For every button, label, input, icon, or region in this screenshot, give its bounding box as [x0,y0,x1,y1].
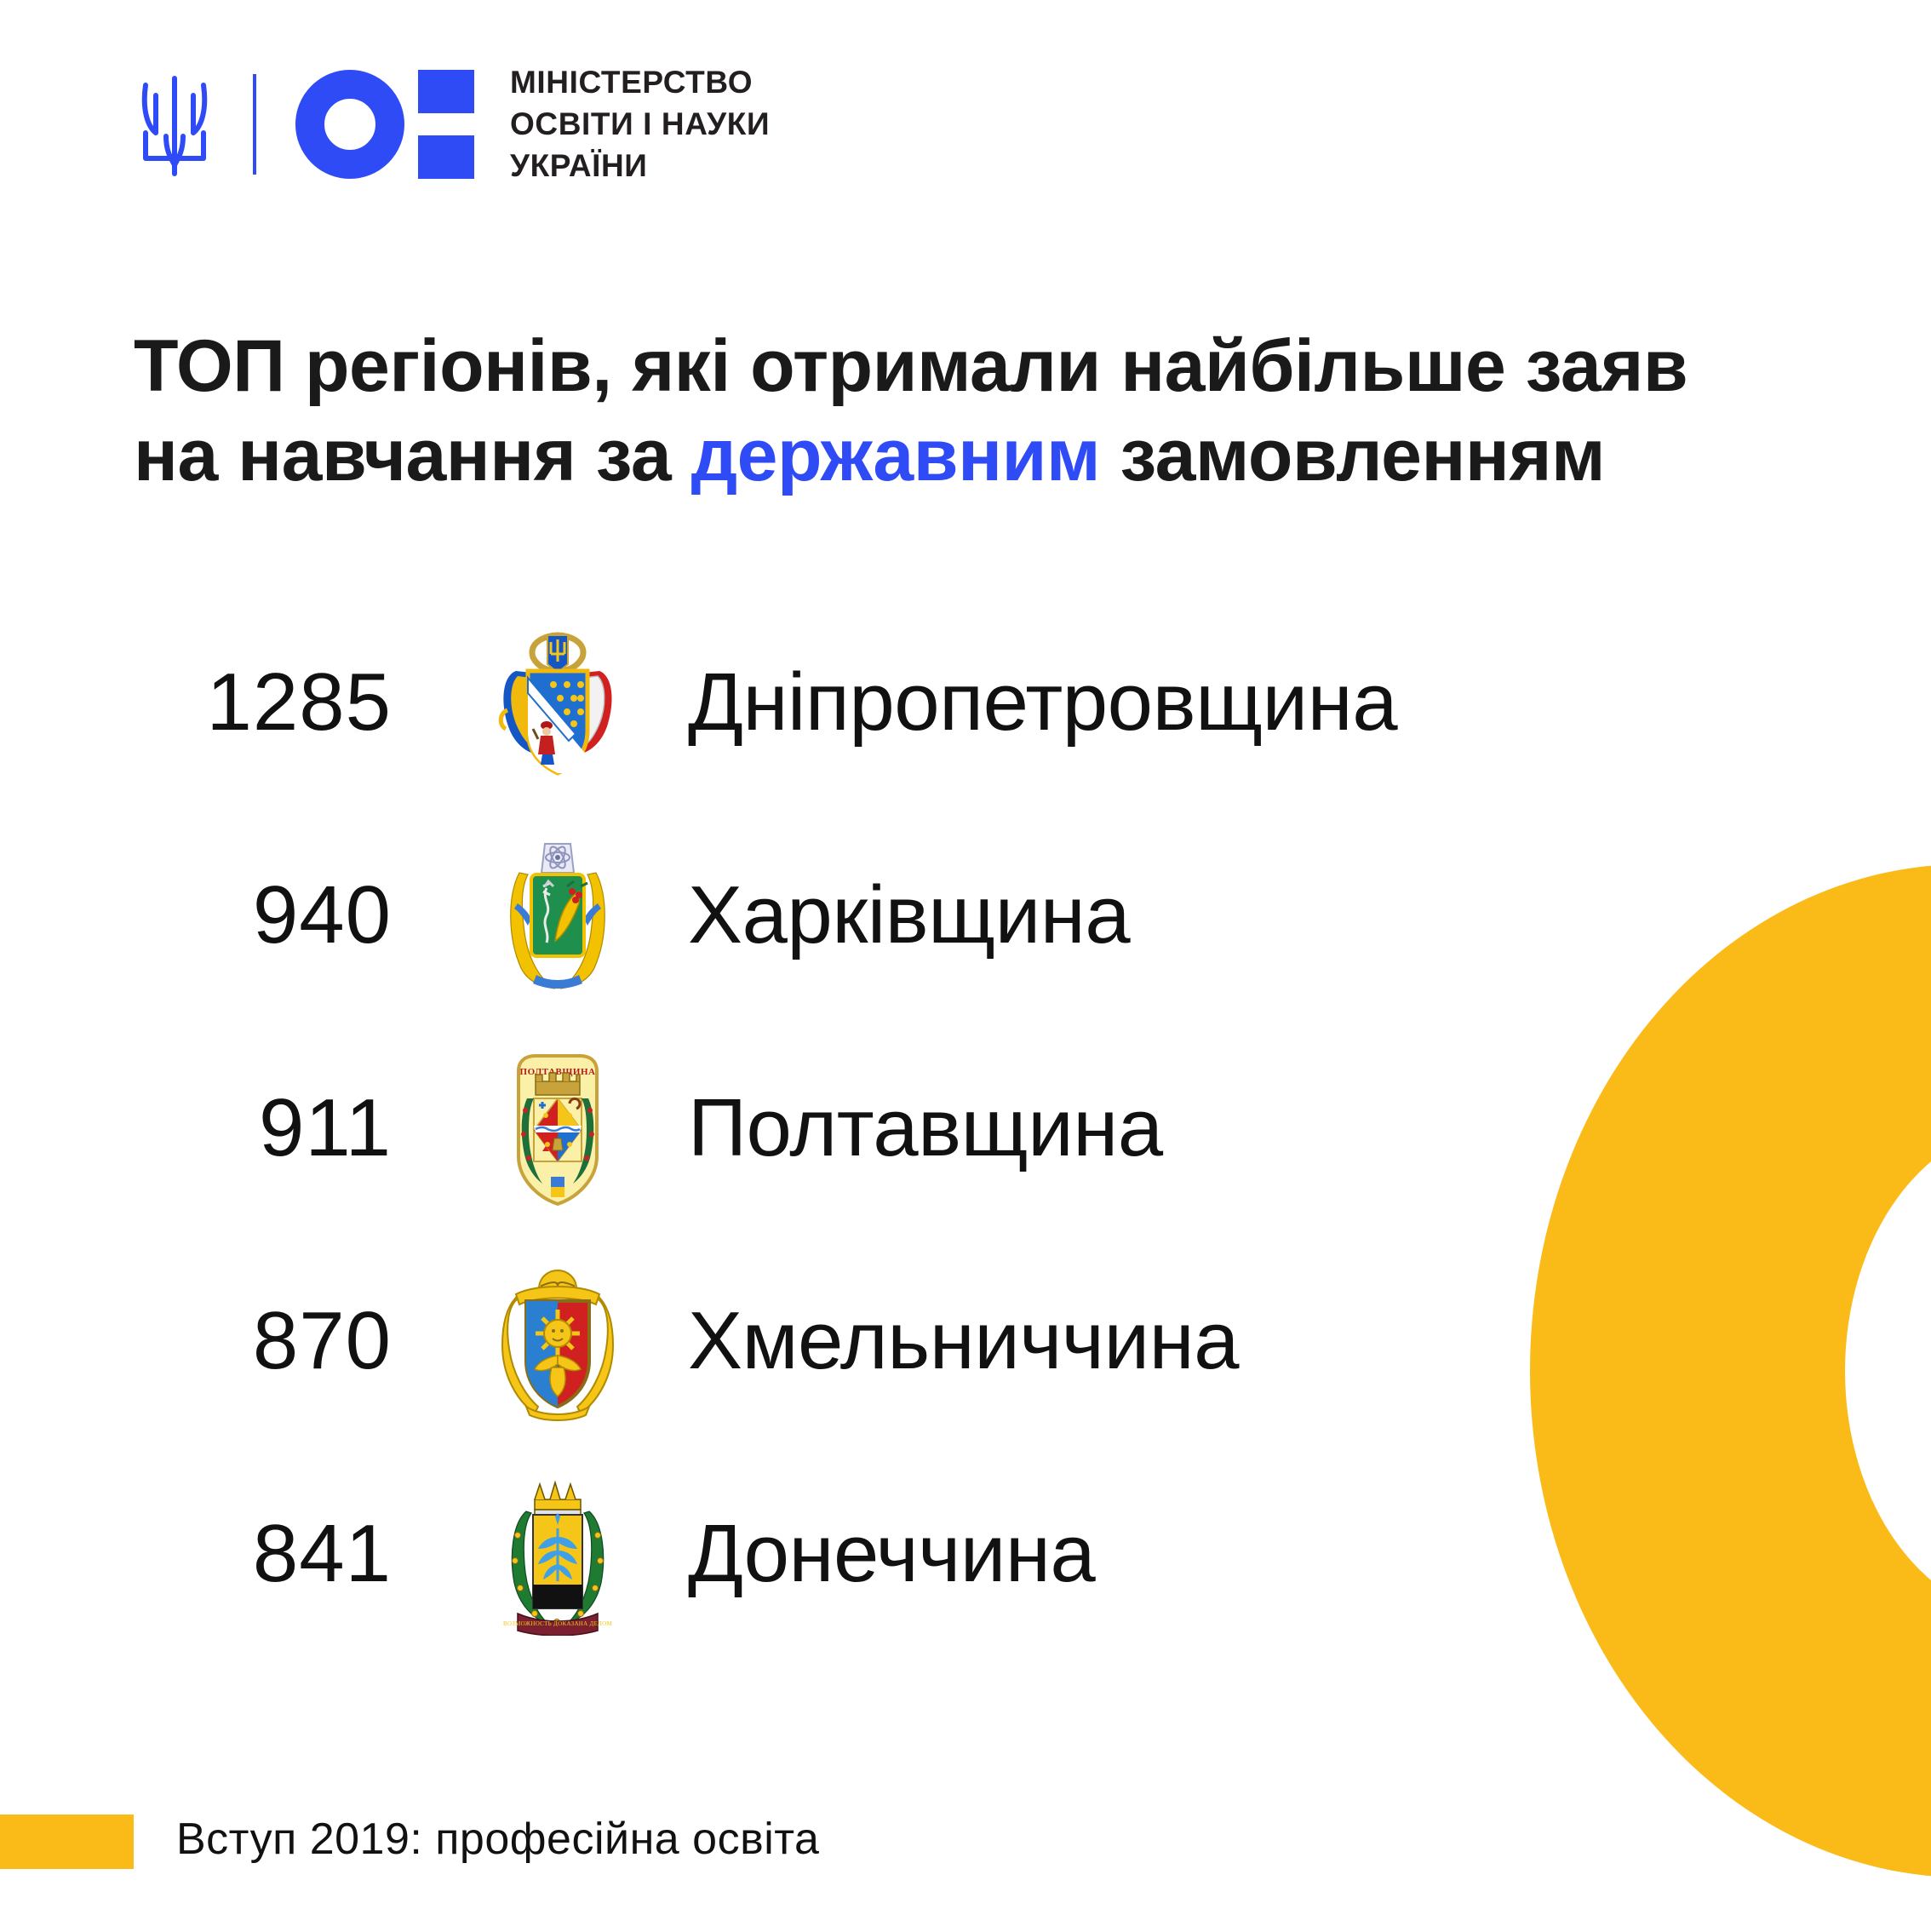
svg-text:ВОЗМОЖНОСТЬ ДОКАЗАНА ДЕЛОМ: ВОЗМОЖНОСТЬ ДОКАЗАНА ДЕЛОМ [503,1620,613,1627]
logo-equals-bars [418,69,474,179]
page-title-accent: державним [690,414,1101,496]
footer-caption: Вступ 2019: професійна освіта [176,1814,820,1864]
page-title-part-1: ТОП регіонів, які отримали найбільше зая… [134,324,1688,496]
ministry-name: МІНІСТЕРСТВО ОСВІТИ І НАУКИ УКРАЇНИ [510,61,770,187]
page-title: ТОП регіонів, які отримали найбільше зая… [134,322,1717,501]
svg-text:ПОЛТАВЩИНА: ПОЛТАВЩИНА [520,1067,596,1077]
table-row: 870 [0,1235,1931,1448]
logo-circle-o [295,69,404,179]
rank-value: 1285 [206,656,392,748]
rank-value: 911 [258,1082,392,1173]
ministry-name-line-2: ОСВІТИ І НАУКИ [510,106,771,142]
rank-region-name: Харківщина [688,869,1131,960]
logo-bar-bottom [418,135,474,179]
rank-region-name: Донеччина [688,1508,1096,1599]
rank-value: 870 [252,1295,392,1386]
region-ranking-list: 1285 [0,596,1931,1660]
footer-color-swatch [0,1814,134,1869]
rank-value: 940 [252,869,392,960]
poltava-coat-of-arms-icon: ПОЛТАВЩИНА [477,1049,639,1207]
donetsk-coat-of-arms-icon: ВОЗМОЖНОСТЬ ДОКАЗАНА ДЕЛОМ [477,1472,639,1636]
mon-o-equals-logo-icon [295,69,474,179]
table-row: 940 [0,809,1931,1022]
table-row: 841 [0,1448,1931,1660]
dnipropetrovsk-coat-of-arms-icon [477,628,639,777]
ministry-name-line-1: МІНІСТЕРСТВО [510,65,753,100]
table-row: 1285 [0,596,1931,809]
page-title-part-2: замовленням [1100,414,1606,496]
khmelnytskyi-coat-of-arms-icon [477,1260,639,1422]
rank-region-name: Дніпропетровщина [688,656,1398,748]
logo-bar-top [418,69,474,113]
rank-region-name: Хмельниччина [688,1295,1239,1386]
table-row: 911 ПОЛТАВЩИНА [0,1022,1931,1235]
ukraine-trident-icon [141,75,208,176]
ministry-name-line-3: УКРАЇНИ [510,148,648,184]
rank-region-name: Полтавщина [688,1082,1163,1173]
rank-value: 841 [252,1508,392,1599]
logo-divider [253,73,256,175]
kharkiv-coat-of-arms-icon [477,839,639,992]
ministry-logo: МІНІСТЕРСТВО ОСВІТИ І НАУКИ УКРАЇНИ [134,61,770,187]
